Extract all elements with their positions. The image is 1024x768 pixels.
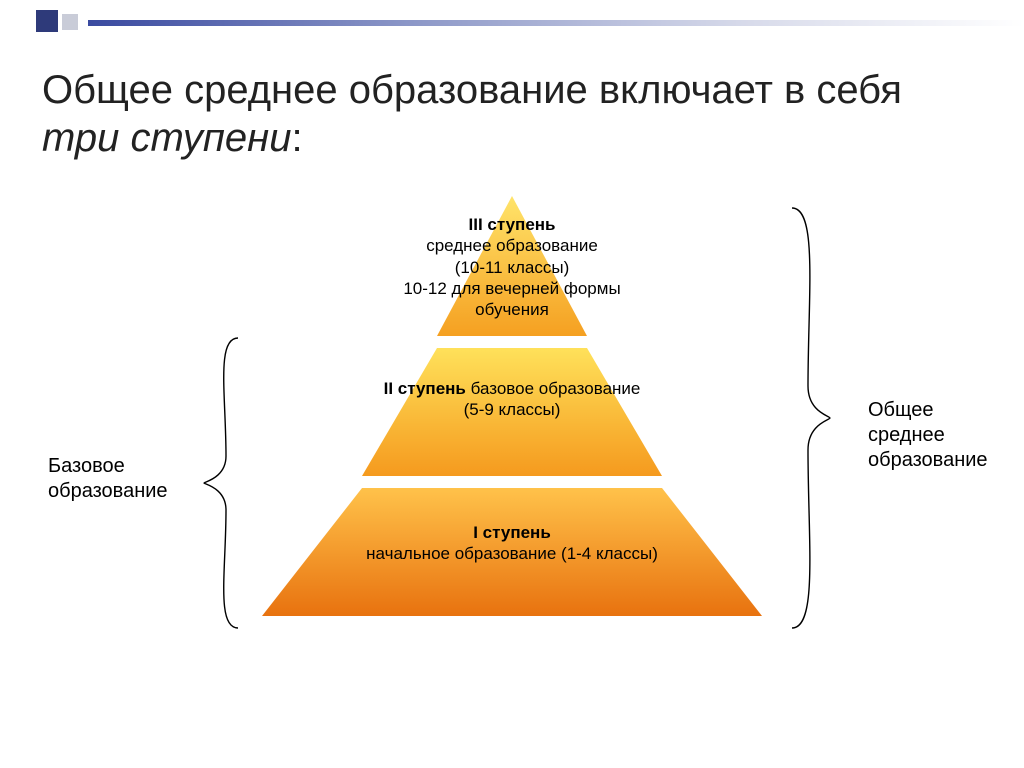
- level-2-inline: базовое образование: [471, 379, 641, 398]
- pyramid-level-3-text: III ступень среднее образование (10-11 к…: [262, 214, 762, 320]
- level-1-line-1: начальное образование (1-4 классы): [366, 544, 658, 563]
- left-brace-icon: [198, 336, 244, 630]
- title-italic: три ступени: [42, 116, 291, 160]
- level-2-title: II ступень: [384, 379, 466, 398]
- accent-square-small-icon: [62, 14, 78, 30]
- pyramid-diagram: III ступень среднее образование (10-11 к…: [262, 196, 762, 616]
- pyramid-level-2-text: II ступень базовое образование (5-9 клас…: [262, 378, 762, 421]
- left-group-label: Базовое образование: [48, 454, 198, 504]
- level-3-line-4: обучения: [475, 300, 549, 319]
- left-label-line-2: образование: [48, 480, 168, 502]
- right-group-label: Общее среднее образование: [868, 398, 1018, 473]
- right-brace-icon: [784, 206, 836, 630]
- left-label-line-1: Базовое: [48, 455, 125, 477]
- accent-square-icon: [36, 10, 58, 32]
- pyramid-level-1-text: I ступень начальное образование (1-4 кла…: [262, 522, 762, 565]
- right-label-line-2: среднее: [868, 424, 945, 446]
- level-3-line-2: (10-11 классы): [455, 258, 569, 277]
- level-1-title: I ступень: [473, 523, 551, 542]
- header-gradient-line: [88, 20, 1024, 26]
- level-3-line-1: среднее образование: [426, 236, 598, 255]
- header-bar: [0, 0, 1024, 34]
- right-label-line-3: образование: [868, 449, 988, 471]
- level-3-line-3: 10-12 для вечерней формы: [403, 279, 620, 298]
- level-3-title: III ступень: [469, 215, 556, 234]
- level-2-line-1: (5-9 классы): [464, 400, 561, 419]
- title-suffix: :: [291, 116, 302, 160]
- slide-title: Общее среднее образование включает в себ…: [42, 66, 942, 162]
- title-main: Общее среднее образование включает в себ…: [42, 68, 902, 112]
- right-label-line-1: Общее: [868, 399, 934, 421]
